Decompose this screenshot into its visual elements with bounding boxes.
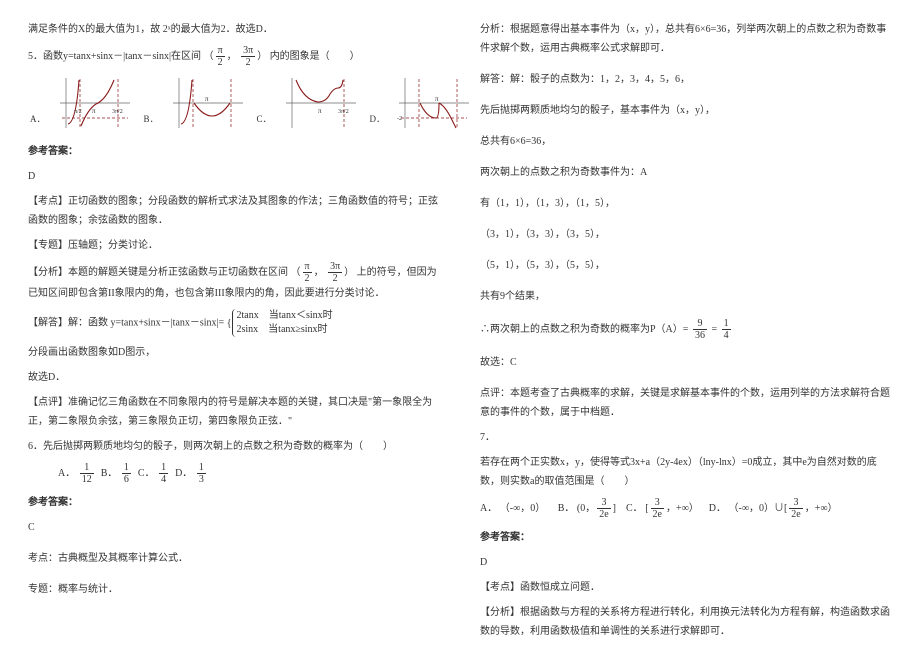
fx6: 分析：根据题意得出基本事件为（x，y），总共有6×6=36，列举两次朝上的点数之… [480, 20, 892, 58]
label-b: B． [142, 111, 161, 132]
jd5-b: 分段画出函数图象如D图示， [28, 343, 440, 362]
graph-b: π [169, 74, 247, 132]
q7D-frac: 32e [789, 497, 802, 520]
q7D-close: ，+∞） [805, 503, 838, 514]
q5-b: 内的图象是（ ） [270, 51, 360, 62]
s7: （5，1），（5，3），（5，5）， [480, 256, 892, 275]
q7C-lbl: C． [626, 503, 643, 514]
q7a: 若存在两个正实数x，y，使得等式3x+a（2y-4ex）（lny-lnx）=0成… [480, 453, 892, 491]
s4: 两次朝上的点数之积为奇数事件为：A [480, 163, 892, 182]
q7B-close: ] [613, 503, 616, 514]
ans-hdr-6: 参考答案： [28, 493, 440, 512]
q5-a: 5．函数y=tanx+sinx－|tanx－sinx|在区间 [28, 51, 201, 62]
ans5: D [28, 167, 440, 186]
s3: 总共有6×6=36， [480, 132, 892, 151]
cases-bracket: { [227, 314, 232, 333]
eqmid: = [711, 324, 717, 335]
frac-pi2: π2 [216, 45, 225, 68]
q7D-pre: （-∞，0）∪[ [729, 503, 788, 514]
svg-text:3π/2: 3π/2 [338, 109, 349, 115]
s1: 解答：解：骰子的点数为：1，2，3，4，5，6， [480, 70, 892, 89]
dp5: 【点评】准确记忆三角函数在不同象限内的符号是解决本题的关键，其口决是"第一象限全… [28, 393, 440, 431]
svg-text:π: π [205, 95, 209, 103]
q6B-frac: 16 [122, 462, 131, 485]
jd5-expr: y=tanx+sinx－|tanx－sinx|= [111, 317, 225, 328]
label-d: D． [368, 111, 388, 132]
jd5-a: 【解答】解：函数 [28, 317, 108, 328]
fx5-a: 【分析】本题的解题关键是分析正弦函数与正切函数在区间 [28, 267, 288, 278]
s10: 故选：C [480, 353, 892, 372]
label-a: A． [28, 111, 48, 132]
jd5-c: 故选D． [28, 368, 440, 387]
case1: 2tanx 当tanx＜sinx时 [237, 310, 333, 321]
svg-text:3π/2: 3π/2 [112, 109, 123, 115]
q6D-frac: 13 [197, 462, 206, 485]
svg-text:-2: -2 [397, 116, 402, 122]
graph-a: π π/2 3π/2 [56, 74, 134, 132]
q7B-frac: 32e [597, 497, 610, 520]
jd5: 【解答】解：函数 y=tanx+sinx－|tanx－sinx|= { 2tan… [28, 309, 440, 337]
s6: （3，1），（3，3），（3，5）， [480, 225, 892, 244]
q7D-lbl: D． [709, 503, 726, 514]
s9a: ∴两次朝上的点数之积为奇数的概率为P（A）= [480, 324, 688, 335]
svg-text:π: π [318, 107, 322, 115]
frac-3pi2: 3π2 [241, 45, 255, 68]
kd7: 【考点】函数恒成立问题． [480, 578, 892, 597]
ans6: C [28, 518, 440, 537]
svg-text:π: π [435, 95, 439, 103]
q6: 6．先后抛掷两颗质地均匀的骰子，则两次朝上的点数之积为奇数的概率为（ ） [28, 437, 440, 456]
q7C-frac: 32e [651, 497, 664, 520]
q6C-frac: 14 [159, 462, 168, 485]
p1: 满足条件的X的最大值为1，故 2ˣ的最大值为2．故选D． [28, 20, 440, 39]
frac-14: 14 [722, 318, 731, 341]
q7n: 7． [480, 428, 892, 447]
ans-hdr-7: 参考答案： [480, 528, 892, 547]
q7A-txt: （-∞，0） [500, 503, 545, 514]
q7C-open: [ [645, 503, 648, 514]
q7B-open: (0， [577, 503, 595, 514]
kd6: 考点：古典概型及其概率计算公式． [28, 549, 440, 568]
q7-options: A． （-∞，0） B． (0，32e] C． [32e，+∞） D． （-∞，… [480, 497, 892, 520]
s5: 有（1，1），（1，3），（1，5）， [480, 194, 892, 213]
case2: 2sinx 当tanx≥sinx时 [237, 324, 328, 335]
graph-c: π 3π/2 [282, 74, 360, 132]
graph-d: π -2 [395, 74, 473, 132]
s2: 先后抛掷两颗质地均匀的骰子，基本事件为（x，y）， [480, 101, 892, 120]
s8: 共有9个结果， [480, 287, 892, 306]
label-c: C． [255, 111, 274, 132]
dp6: 点评：本题考查了古典概率的求解，关键是求解基本事件的个数，运用列举的方法求解符合… [480, 384, 892, 422]
frac-pi2-2: π2 [303, 261, 312, 284]
q6B-lbl: B． [101, 468, 118, 479]
zt5: 【专题】压轴题；分类讨论． [28, 236, 440, 255]
zt6: 专题：概率与统计． [28, 580, 440, 599]
q6C-lbl: C． [138, 468, 155, 479]
ans7: D [480, 553, 892, 572]
q6D-lbl: D． [175, 468, 192, 479]
q5-graphs: A． π π/2 3π/2 B． [28, 74, 440, 132]
cases: 2tanx 当tanx＜sinx时 2sinx 当tanx≥sinx时 [232, 309, 333, 337]
frac-3pi2-2: 3π2 [328, 261, 342, 284]
q7A-lbl: A． [480, 503, 497, 514]
s9: ∴两次朝上的点数之积为奇数的概率为P（A）= 936 = 14 [480, 318, 892, 341]
q7C-close: ，+∞） [666, 503, 699, 514]
frac-936: 936 [693, 318, 707, 341]
fx5: 【分析】本题的解题关键是分析正弦函数与正切函数在区间 （π2， 3π2） 上的符… [28, 261, 440, 303]
q6A-lbl: A． [58, 468, 75, 479]
q6A-frac: 112 [80, 462, 94, 485]
svg-text:π/2: π/2 [74, 109, 82, 115]
kd5: 【考点】正切函数的图象；分段函数的解析式求法及其图象的作法；三角函数值的符号；正… [28, 192, 440, 230]
q7B-lbl: B． [558, 503, 575, 514]
ans-hdr-5: 参考答案： [28, 142, 440, 161]
svg-text:π: π [92, 107, 96, 115]
q5: 5．函数y=tanx+sinx－|tanx－sinx|在区间 （π2， 3π2）… [28, 45, 440, 68]
fx7: 【分析】根据函数与方程的关系将方程进行转化，利用换元法转化为方程有解，构造函数求… [480, 603, 892, 641]
q6-options: A． 112 B． 16 C． 14 D． 13 [28, 462, 440, 485]
